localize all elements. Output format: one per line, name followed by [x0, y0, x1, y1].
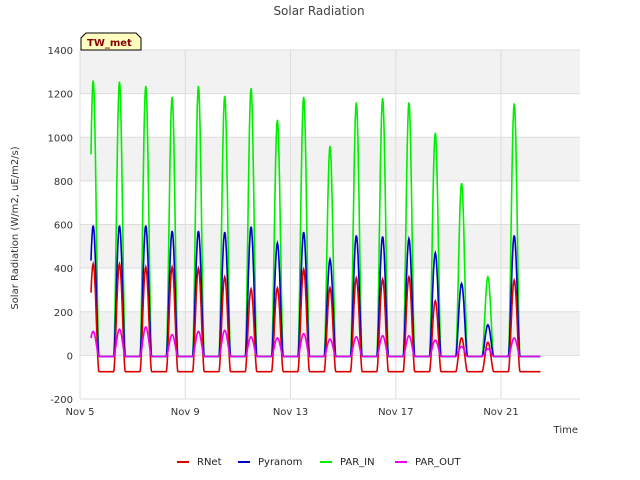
series-lines [90, 80, 541, 373]
x-tick-label: Nov 17 [378, 407, 413, 418]
y-tick-label: 1400 [48, 46, 73, 57]
legend: RNet Pyranom PAR_IN PAR_OUT [177, 457, 461, 468]
series-line-rnet [90, 260, 541, 373]
y-tick-label: 1000 [48, 133, 73, 144]
y-tick-label: 600 [54, 221, 73, 232]
y-axis-ticks: -200 0 200 400 600 800 1000 1200 1400 [48, 46, 73, 406]
x-tick-label: Nov 9 [171, 407, 200, 418]
y-tick-label: 800 [54, 177, 73, 188]
y-tick-label: 200 [54, 308, 73, 319]
x-tick-label: Nov 13 [273, 407, 308, 418]
y-tick-label: 0 [67, 351, 73, 362]
tw-met-badge: TW_met [80, 32, 142, 51]
x-axis-label: Time [553, 425, 578, 436]
legend-label: PAR_OUT [415, 457, 461, 468]
y-axis-label: Solar Radiation (W/m2, uE/m2/s) [10, 146, 21, 309]
legend-label: Pyranom [258, 457, 302, 468]
badge-label: TW_met [87, 38, 132, 49]
series-line-par_out [90, 325, 541, 358]
legend-label: PAR_IN [340, 457, 375, 468]
legend-label: RNet [197, 457, 222, 468]
x-axis-ticks: Nov 5 Nov 9 Nov 13 Nov 17 Nov 21 [65, 407, 518, 418]
grid-lines [79, 49, 580, 400]
x-tick-label: Nov 21 [483, 407, 518, 418]
y-tick-label: -200 [50, 395, 73, 406]
y-tick-label: 400 [54, 264, 73, 275]
y-tick-label: 1200 [48, 90, 73, 101]
chart-title: Solar Radiation [273, 4, 364, 18]
x-tick-label: Nov 5 [65, 407, 94, 418]
